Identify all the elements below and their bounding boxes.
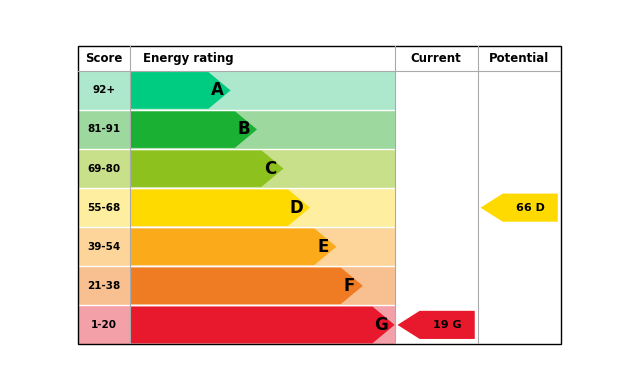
Text: F: F xyxy=(344,277,355,295)
Bar xyxy=(130,110,394,149)
Text: B: B xyxy=(237,120,250,139)
Bar xyxy=(130,266,394,305)
Bar xyxy=(130,227,394,266)
Text: Score: Score xyxy=(85,52,123,65)
Polygon shape xyxy=(480,194,558,222)
Polygon shape xyxy=(130,307,394,343)
Text: 69-80: 69-80 xyxy=(87,164,120,174)
Text: E: E xyxy=(317,238,329,256)
Text: Potential: Potential xyxy=(489,52,549,65)
Polygon shape xyxy=(130,150,283,187)
Text: Current: Current xyxy=(411,52,462,65)
Text: C: C xyxy=(264,159,277,178)
Polygon shape xyxy=(130,72,231,109)
Bar xyxy=(78,266,130,305)
Bar xyxy=(78,188,130,227)
Text: 39-54: 39-54 xyxy=(87,242,121,252)
Text: 92+: 92+ xyxy=(92,86,115,96)
Polygon shape xyxy=(130,228,336,265)
Bar xyxy=(78,227,130,266)
Bar xyxy=(130,149,394,188)
Bar xyxy=(78,110,130,149)
Text: D: D xyxy=(290,199,303,217)
Text: 66 D: 66 D xyxy=(516,203,545,212)
Polygon shape xyxy=(130,189,310,226)
Text: 21-38: 21-38 xyxy=(87,281,121,291)
Text: Energy rating: Energy rating xyxy=(143,52,234,65)
Polygon shape xyxy=(397,311,475,339)
Text: 55-68: 55-68 xyxy=(87,203,121,212)
Bar xyxy=(130,188,394,227)
Bar xyxy=(78,149,130,188)
Polygon shape xyxy=(130,267,363,304)
Bar xyxy=(78,71,130,110)
Text: A: A xyxy=(211,81,224,99)
Text: 19 G: 19 G xyxy=(433,320,462,330)
Bar xyxy=(130,71,394,110)
Polygon shape xyxy=(130,111,257,148)
Bar xyxy=(78,305,130,344)
Text: 81-91: 81-91 xyxy=(87,125,120,135)
Bar xyxy=(130,305,394,344)
Text: G: G xyxy=(374,316,388,334)
Text: 1-20: 1-20 xyxy=(91,320,117,330)
